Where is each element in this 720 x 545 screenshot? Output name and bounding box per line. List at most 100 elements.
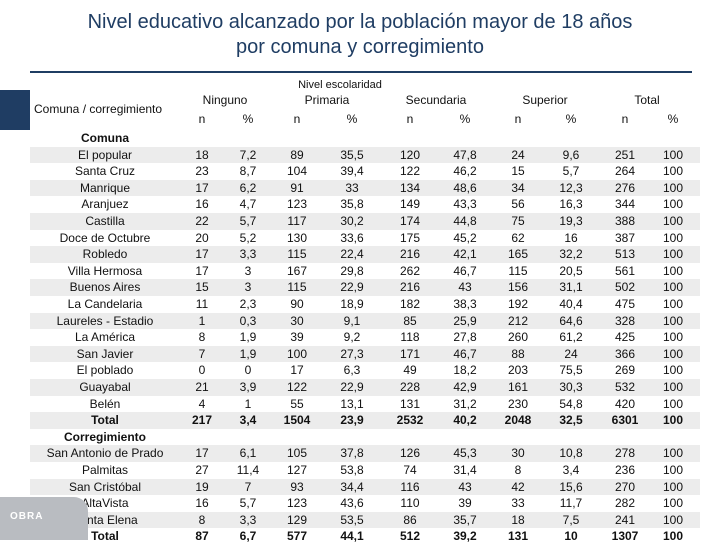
table-cell: 100: [662, 180, 684, 195]
table-row: Robledo 17 3,3 115 22,4 216 42,1 165 32,2 513 100: [30, 246, 700, 263]
table-row: Castilla 22 5,7 117 30,2 174 44,8 75 19,3 388 100: [30, 213, 700, 230]
table-row: Buenos Aires 15 3 115 22,9 216 43 156 31,1 502 100: [30, 279, 700, 296]
table-cell: 34,4: [340, 479, 364, 494]
table-cell: 131: [399, 396, 421, 411]
table-cell: 33,6: [340, 230, 364, 245]
table-cell: 23,9: [340, 413, 364, 428]
table-cell: 8: [198, 512, 206, 527]
table-cell: 118: [400, 330, 420, 345]
table-cell: 40,4: [559, 297, 583, 311]
table-cell: 18: [195, 147, 209, 162]
nivel-header: Nivel escolaridad: [30, 75, 650, 91]
table-cell: 1,9: [239, 330, 257, 345]
table-cell: 64,6: [559, 313, 583, 328]
header-pct: %: [667, 112, 679, 126]
table-cell: 212: [507, 313, 529, 328]
table-cell: 31,4: [453, 463, 477, 477]
table-cell: 100: [662, 463, 684, 477]
table-cell: 192: [507, 297, 529, 311]
table-cell: 512: [399, 529, 421, 544]
table-cell: 366: [614, 346, 636, 361]
table-cell: 16: [195, 496, 209, 511]
table-cell: 532: [614, 380, 636, 394]
table-cell: 126: [399, 446, 421, 461]
row-label: La Candelaria: [67, 297, 143, 311]
table-cell: 75,5: [559, 363, 583, 378]
table-cell: 15: [511, 164, 525, 179]
table-cell: 2048: [504, 413, 532, 428]
table-cell: 34: [511, 180, 525, 195]
table-cell: 171: [399, 346, 421, 361]
table-cell: 122: [286, 380, 308, 394]
table-cell: 17: [195, 263, 209, 278]
table-cell: 165: [507, 247, 529, 262]
table-cell: 17: [195, 180, 209, 195]
table-cell: 262: [399, 263, 421, 278]
table-cell: 100: [662, 280, 684, 295]
header-pct: %: [346, 112, 358, 126]
table-cell: 104: [286, 164, 308, 179]
table-cell: 502: [614, 280, 636, 295]
table-cell: 217: [191, 413, 213, 428]
table-cell: 21: [195, 380, 209, 394]
row-label: Belén: [89, 396, 121, 411]
table-cell: 22: [195, 214, 209, 228]
table-cell: 20,5: [559, 263, 583, 278]
obra-logo: OBRA: [0, 497, 88, 540]
table-cell: 10: [564, 529, 578, 544]
table-cell: 35,5: [340, 147, 364, 162]
table-cell: 62: [511, 230, 525, 245]
row-label: Laureles - Estadio: [56, 313, 154, 328]
table-cell: 88: [511, 346, 525, 361]
table-cell: 31,2: [453, 396, 477, 411]
table-cell: 24: [511, 147, 525, 162]
table-cell: 53,5: [340, 512, 364, 527]
row-label: Buenos Aires: [69, 280, 141, 295]
table-cell: 15: [195, 280, 209, 295]
table-cell: 85: [403, 313, 417, 328]
table-cell: 55: [290, 396, 304, 411]
table-cell: 161: [507, 380, 529, 394]
row-label: Total: [91, 413, 119, 428]
table-row: Santa Cruz 23 8,7 104 39,4 122 46,2 15 5,7 264 100: [30, 163, 700, 180]
table-cell: 18,2: [453, 363, 477, 378]
table-cell: 100: [662, 330, 684, 345]
nivel-label: Nivel escolaridad: [298, 79, 382, 91]
table-row: El poblado 0 0 17 6,3 49 18,2 203 75,5 269 100: [30, 362, 700, 379]
table-cell: 3,9: [239, 380, 257, 394]
table-cell: 5,7: [562, 164, 580, 179]
row-label: Palmitas: [81, 463, 128, 477]
table-cell: 129: [286, 512, 308, 527]
table-cell: 182: [399, 297, 421, 311]
table-cell: 7,2: [239, 147, 257, 162]
header-n: n: [293, 112, 301, 126]
table-cell: 1504: [283, 413, 311, 428]
table-cell: 120: [399, 147, 421, 162]
table-cell: 561: [614, 263, 636, 278]
table-cell: 45,3: [453, 446, 477, 461]
table-cell: 27: [195, 463, 209, 477]
table-cell: 1: [244, 396, 252, 411]
table-row: Doce de Octubre 20 5,2 130 33,6 175 45,2 62 16 38…: [30, 230, 700, 247]
table-cell: 100: [662, 396, 684, 411]
row-label: Villa Hermosa: [67, 263, 143, 278]
table-cell: 116: [400, 479, 420, 494]
table-cell: 8: [198, 330, 206, 345]
table-cell: 47,8: [453, 147, 477, 162]
table-cell: 577: [286, 529, 308, 544]
table-cell: 100: [662, 263, 684, 278]
table-cell: 11: [195, 297, 209, 311]
table-cell: 6,3: [343, 363, 361, 378]
table-cell: 100: [662, 230, 684, 245]
logo-text: OBRA: [10, 511, 44, 522]
table-cell: 74: [403, 463, 417, 477]
table-cell: 100: [662, 297, 684, 311]
table-cell: 3: [244, 263, 252, 278]
table-cell: 49: [403, 363, 417, 378]
table-cell: 174: [399, 214, 421, 228]
table-cell: 420: [614, 396, 636, 411]
table-cell: 269: [614, 363, 636, 378]
table-cell: 46,2: [453, 164, 477, 179]
section-row: Comuna: [30, 130, 700, 147]
table-cell: 44,1: [340, 529, 364, 544]
